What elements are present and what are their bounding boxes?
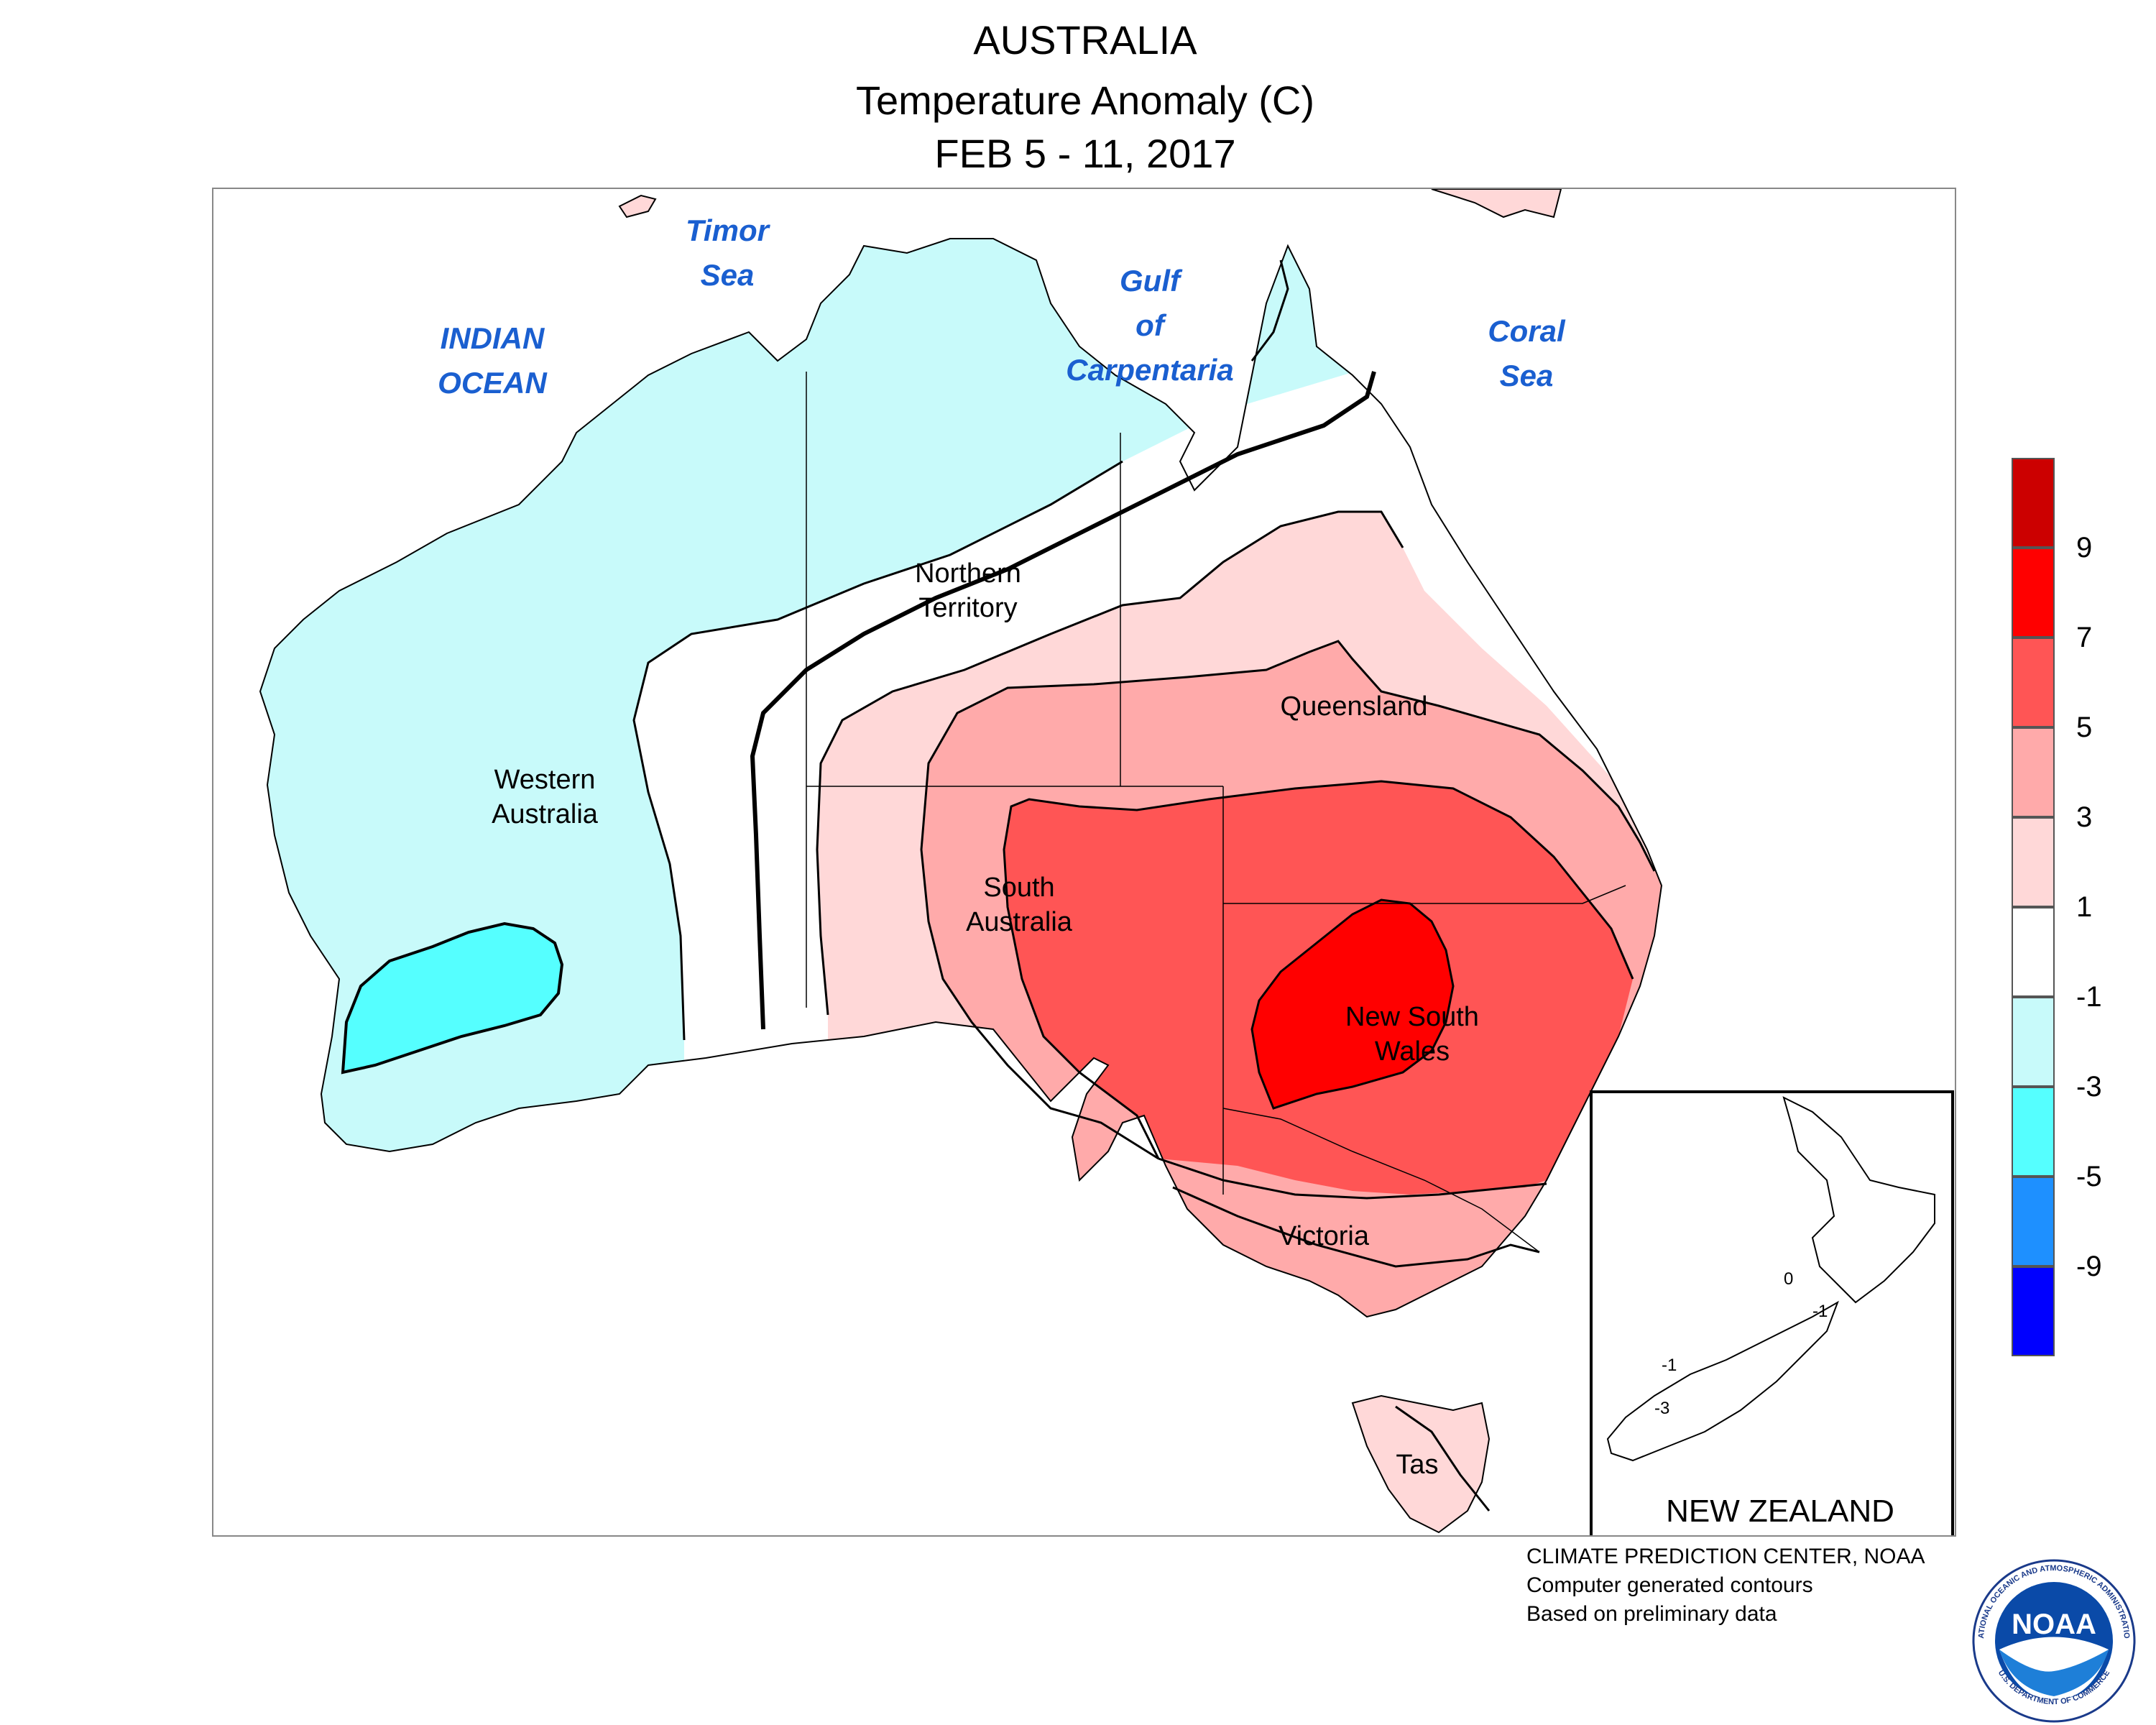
border-qld-nsw bbox=[1223, 885, 1626, 904]
contour-3-victoria bbox=[1172, 1186, 1540, 1268]
label-wa-1: Western bbox=[494, 765, 596, 795]
legend-swatch-7 bbox=[2012, 997, 2055, 1087]
label-nsw-1: New South bbox=[1345, 1002, 1479, 1032]
title-line-3: FEB 5 - 11, 2017 bbox=[934, 131, 1236, 176]
label-coral-2: Sea bbox=[1500, 359, 1554, 392]
legend-swatch-10 bbox=[2012, 1266, 2055, 1356]
nz-inset-frame bbox=[1590, 1090, 1954, 1535]
legend-label-9: -9 bbox=[2076, 1251, 2102, 1282]
field-minus3-to-minus5 bbox=[341, 921, 564, 1075]
contour-minus1-cape-york bbox=[1250, 259, 1289, 362]
legend-label-5: 1 bbox=[2076, 891, 2093, 923]
label-sa-1: South bbox=[983, 873, 1054, 903]
label-timor-1: Timor bbox=[686, 213, 771, 247]
nz-inset: 0 -1 -1 -3 NEW ZEALAND bbox=[1590, 1090, 1954, 1535]
title-line-2: Temperature Anomaly (C) bbox=[855, 78, 1314, 123]
nz-contour-minus3: -3 bbox=[1654, 1399, 1669, 1418]
label-nt-1: Northern bbox=[915, 558, 1021, 589]
nz-contour-minus1-b: -1 bbox=[1662, 1356, 1677, 1375]
label-qld: Queensland bbox=[1281, 691, 1428, 722]
label-sa-2: Australia bbox=[966, 907, 1073, 937]
nz-contour-minus1-a: -1 bbox=[1812, 1302, 1828, 1321]
title-line-1: AUSTRALIA bbox=[973, 17, 1197, 63]
legend-label-4: 3 bbox=[2076, 801, 2093, 833]
noaa-logo: NOAA NATIONAL OCEANIC AND ATMOSPHERIC AD… bbox=[1962, 1556, 2136, 1723]
nz-south-island bbox=[1606, 1300, 1839, 1462]
map-frame: INDIAN OCEAN Timor Sea Gulf of Carpentar… bbox=[212, 188, 1956, 1537]
legend-swatch-2 bbox=[2012, 548, 2055, 638]
png-coast bbox=[1431, 189, 1562, 218]
contour-0 bbox=[750, 371, 1376, 1030]
border-nsw-vic bbox=[1222, 1108, 1540, 1253]
nz-label: NEW ZEALAND bbox=[1666, 1494, 1894, 1529]
legend-label-6: -1 bbox=[2076, 981, 2102, 1013]
contour-5-b bbox=[1003, 780, 1634, 1074]
legend-label-2: 7 bbox=[2076, 622, 2093, 653]
label-nsw-2: Wales bbox=[1375, 1036, 1450, 1067]
label-gulf-1: Gulf bbox=[1120, 264, 1183, 298]
legend-swatch-8 bbox=[2012, 1087, 2055, 1177]
legend-label-3: 5 bbox=[2076, 712, 2093, 743]
label-indian-ocean-1: INDIAN bbox=[441, 321, 545, 355]
timor-island bbox=[618, 194, 657, 218]
contour-5-c bbox=[1079, 1071, 1160, 1159]
credit-line-3: Based on preliminary data bbox=[1526, 1602, 1777, 1626]
legend-swatch-3 bbox=[2012, 638, 2055, 727]
legend-swatch-1 bbox=[2012, 458, 2055, 548]
credit-line-1: CLIMATE PREDICTION CENTER, NOAA bbox=[1526, 1545, 1925, 1568]
tasmania-contour bbox=[1395, 1405, 1491, 1512]
contour-minus1 bbox=[632, 460, 1123, 1041]
contour-lines bbox=[632, 259, 1656, 1268]
label-coral-1: Coral bbox=[1488, 314, 1566, 348]
legend-swatch-9 bbox=[2012, 1177, 2055, 1266]
contour-7 bbox=[1250, 898, 1455, 1110]
label-gulf-2: of bbox=[1135, 308, 1167, 342]
label-nt-2: Territory bbox=[918, 593, 1017, 623]
credit-line-2: Computer generated contours bbox=[1526, 1573, 1813, 1597]
label-gulf-3: Carpentaria bbox=[1066, 353, 1233, 387]
nz-contour-0: 0 bbox=[1784, 1269, 1793, 1289]
label-tas: Tas bbox=[1396, 1450, 1438, 1480]
legend-swatch-6 bbox=[2012, 907, 2055, 997]
field-7-to-9 bbox=[1252, 900, 1453, 1108]
nz-north-island bbox=[1782, 1096, 1935, 1304]
legend-label-8: -5 bbox=[2076, 1161, 2102, 1192]
label-timor-2: Sea bbox=[701, 258, 755, 292]
contour-3 bbox=[920, 640, 1656, 1160]
legend-label-1: 9 bbox=[2076, 532, 2093, 564]
contour-1 bbox=[816, 510, 1404, 1016]
legend-swatch-5 bbox=[2012, 817, 2055, 907]
credit-block: CLIMATE PREDICTION CENTER, NOAA Computer… bbox=[1526, 1542, 1925, 1629]
label-wa-2: Australia bbox=[492, 799, 599, 829]
state-borders bbox=[806, 372, 1626, 1253]
label-vic: Victoria bbox=[1279, 1221, 1370, 1251]
map-canvas: INDIAN OCEAN Timor Sea Gulf of Carpentar… bbox=[259, 189, 1954, 1535]
label-indian-ocean-2: OCEAN bbox=[438, 366, 548, 400]
noaa-logo-text: NOAA bbox=[2012, 1609, 2096, 1640]
legend-label-7: -3 bbox=[2076, 1071, 2102, 1103]
legend-swatch-4 bbox=[2012, 727, 2055, 817]
tasmania-fill bbox=[1351, 1394, 1491, 1534]
